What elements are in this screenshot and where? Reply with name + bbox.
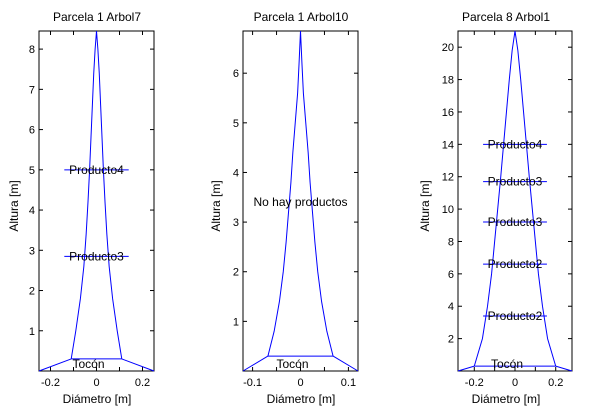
y-tick-label: 1 (233, 316, 239, 328)
x-tick-label: -0.1 (243, 377, 262, 389)
y-tick-label: 4 (448, 301, 454, 313)
panel-parcela-8-arbol1: Parcela 8 Arbol1 Altura [m] Diámetro [m]… (418, 10, 573, 406)
y-tick-label: 2 (448, 334, 454, 346)
y-tick-label: 5 (29, 165, 35, 177)
y-tick-label: 20 (442, 42, 454, 54)
x-axis-label: Diámetro [m] (472, 392, 541, 406)
stump-label: Tocón (491, 357, 523, 371)
stump-left-line (457, 365, 475, 372)
y-tick-label: 6 (448, 269, 454, 281)
y-tick-label: 4 (233, 167, 239, 179)
x-tick-label: 0 (297, 377, 303, 389)
y-tick-label: 7 (29, 84, 35, 96)
x-tick-label: 0.2 (548, 377, 563, 389)
y-tick-label: 12 (442, 172, 454, 184)
stump-left-line (242, 355, 269, 372)
stem-profile-line (473, 30, 557, 367)
stump-left-line (38, 358, 72, 372)
stump-right-line (555, 365, 573, 372)
plot-area (38, 30, 155, 372)
y-axis-label: Altura [m] (209, 180, 223, 231)
y-tick-label: 14 (442, 139, 454, 151)
panel-parcela-1-arbol7: Parcela 1 Arbol7 Altura [m] Diámetro [m]… (7, 10, 155, 406)
panel-title: Parcela 8 Arbol1 (462, 10, 550, 24)
stump-label: Tocón (72, 357, 104, 371)
y-tick-label: 10 (442, 204, 454, 216)
product-label: Producto3 (488, 175, 543, 189)
y-tick-label: 3 (233, 217, 239, 229)
stump-label: Tocón (276, 357, 308, 371)
y-tick-label: 8 (448, 236, 454, 248)
panel-parcela-1-arbol10: Parcela 1 Arbol10 Altura [m] Diámetro [m… (209, 10, 359, 406)
y-tick-label: 5 (233, 118, 239, 130)
panel-title: Parcela 1 Arbol7 (53, 10, 141, 24)
y-tick-label: 2 (29, 286, 35, 298)
product-label: Producto2 (488, 309, 543, 323)
x-axis-label: Diámetro [m] (63, 392, 132, 406)
stem-profile-line (70, 30, 123, 360)
y-tick-label: 1 (29, 326, 35, 338)
plot-area (457, 30, 573, 372)
product-label: Producto2 (488, 257, 543, 271)
stump-right-line (332, 355, 359, 372)
x-axis-label: Diámetro [m] (267, 392, 336, 406)
x-tick-label: 0.2 (135, 377, 150, 389)
y-tick-label: 4 (29, 205, 35, 217)
product-label: Producto4 (69, 163, 124, 177)
x-tick-label: 0.1 (341, 377, 356, 389)
y-tick-label: 18 (442, 75, 454, 87)
y-tick-label: 6 (29, 125, 35, 137)
y-tick-label: 16 (442, 107, 454, 119)
y-axis-label: Altura [m] (7, 180, 21, 231)
plot-area (242, 30, 359, 372)
no-products-label: No hay productos (253, 195, 347, 209)
product-label: Producto3 (488, 215, 543, 229)
y-tick-label: 3 (29, 245, 35, 257)
y-tick-label: 2 (233, 267, 239, 279)
product-label: Producto4 (488, 137, 543, 151)
x-tick-label: 0 (512, 377, 518, 389)
stem-profile-line (267, 30, 334, 357)
stump-right-line (121, 358, 155, 372)
y-tick-label: 8 (29, 44, 35, 56)
panel-title: Parcela 1 Arbol10 (254, 10, 349, 24)
x-tick-label: -0.2 (41, 377, 60, 389)
x-tick-label: -0.2 (465, 377, 484, 389)
y-tick-label: 6 (233, 68, 239, 80)
x-tick-label: 0 (93, 377, 99, 389)
y-axis-label: Altura [m] (418, 180, 432, 231)
product-label: Producto3 (69, 249, 124, 263)
